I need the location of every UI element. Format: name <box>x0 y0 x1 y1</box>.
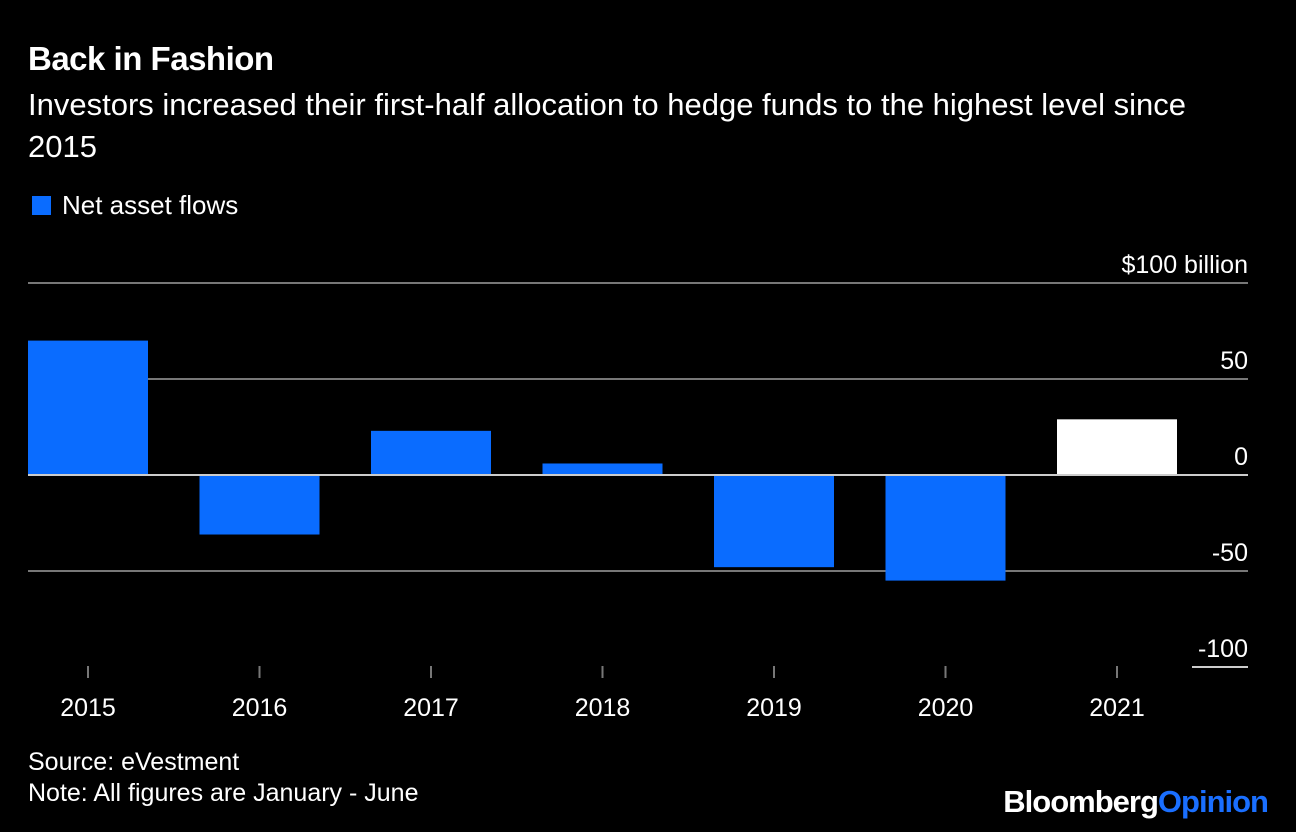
x-tick-label: 2020 <box>918 694 974 722</box>
chart-title: Back in Fashion <box>28 40 274 77</box>
x-tick-label: 2018 <box>575 694 631 722</box>
y-tick-label: 0 <box>1234 443 1248 471</box>
logo-bloomberg: Bloomberg <box>1003 784 1159 819</box>
bar-2019 <box>714 475 834 568</box>
note-text: Note: All figures are January - June <box>28 779 419 807</box>
bar-2020 <box>885 475 1006 581</box>
chart-subtitle: Investors increased their first-half all… <box>28 87 1186 164</box>
bar-2015 <box>28 340 148 475</box>
logo-opinion: Opinion <box>1157 784 1269 819</box>
bloomberg-opinion-logo: BloombergOpinion <box>1003 784 1269 820</box>
x-tick-label: 2015 <box>60 694 116 722</box>
bar-2017 <box>371 430 491 475</box>
y-tick-label: -100 <box>1198 635 1248 663</box>
x-tick-label: 2016 <box>232 694 288 722</box>
x-tick-label: 2017 <box>403 694 459 722</box>
y-tick-label: -50 <box>1212 539 1248 567</box>
bar-chart: $100 billion 50 0 -50 -100 2015 2016 2017 2018 20… <box>28 251 1249 722</box>
bar-2021 <box>1057 419 1177 475</box>
footer: Source: eVestment Note: All figures are … <box>28 747 418 809</box>
source-text: Source: eVestment <box>28 748 240 776</box>
bar-2016 <box>199 475 320 535</box>
y-tick-label: $100 billion <box>1122 251 1249 279</box>
y-tick-label: 50 <box>1220 347 1248 375</box>
legend: Net asset flows <box>32 190 238 221</box>
x-tick-label: 2021 <box>1089 694 1145 722</box>
bar-2018 <box>542 463 663 475</box>
legend-swatch <box>32 196 51 215</box>
legend-label: Net asset flows <box>62 190 239 220</box>
x-tick-label: 2019 <box>746 694 802 722</box>
